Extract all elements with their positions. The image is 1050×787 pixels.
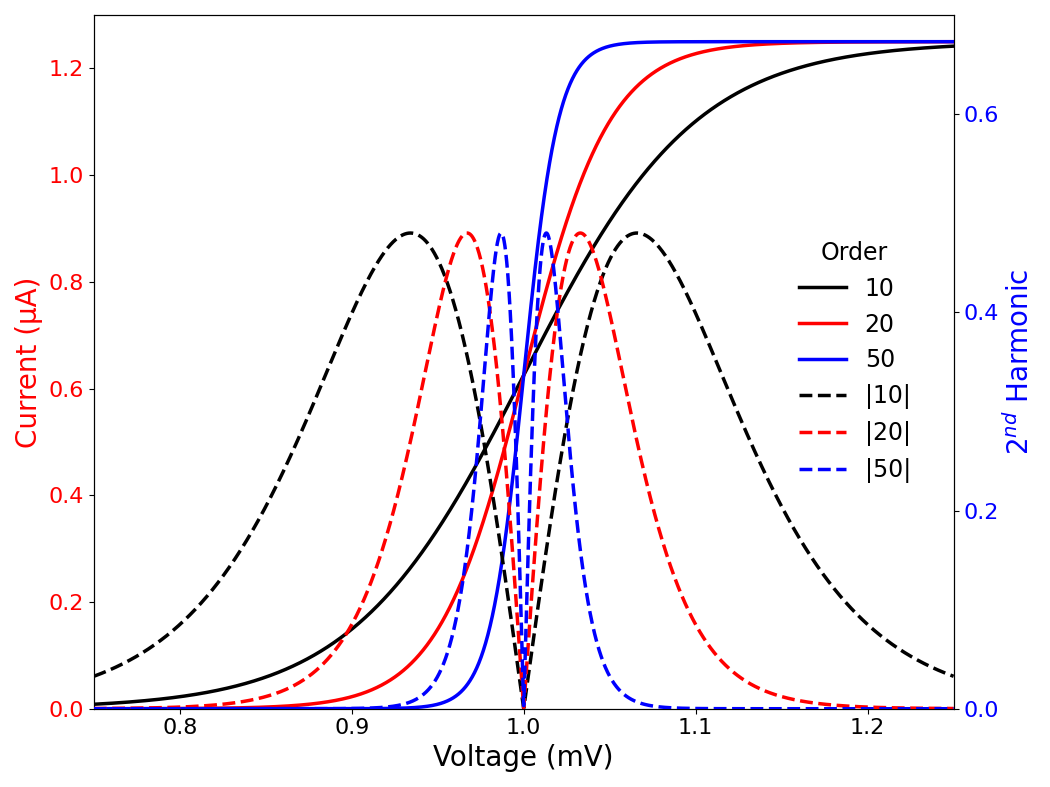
- Y-axis label: Current (μA): Current (μA): [15, 276, 43, 448]
- Y-axis label: 2$^{nd}$ Harmonic: 2$^{nd}$ Harmonic: [1005, 268, 1035, 455]
- Legend: 10, 20, 50, |10|, |20|, |50|: 10, 20, 50, |10|, |20|, |50|: [789, 231, 920, 492]
- X-axis label: Voltage (mV): Voltage (mV): [434, 744, 614, 772]
